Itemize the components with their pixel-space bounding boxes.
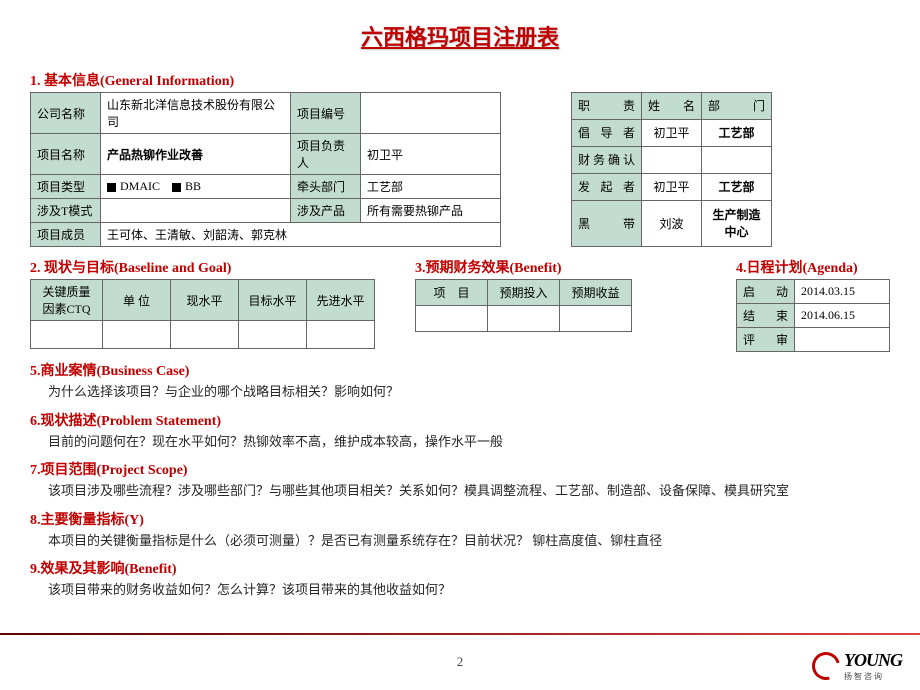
- section-8-heading: 8.主要衡量指标(Y): [30, 509, 890, 529]
- checkbox-icon: [172, 183, 181, 192]
- table-row: 倡 导 者 初卫平 工艺部: [572, 119, 772, 146]
- label-projname: 项目名称: [31, 134, 101, 175]
- info-row: 公司名称 山东新北洋信息技术股份有限公司 项目编号 项目名称 产品热铆作业改善 …: [30, 92, 890, 247]
- table-row: 启 动2014.03.15: [737, 280, 890, 304]
- agenda-table: 启 动2014.03.15 结 束2014.06.15 评 审: [736, 279, 890, 352]
- value-products: 所有需要热铆产品: [361, 199, 501, 223]
- table-row: 关键质量因素CTQ 单 位 现水平 目标水平 先进水平: [31, 280, 375, 321]
- value-leader: 初卫平: [361, 134, 501, 175]
- section-1-heading: 1. 基本信息(General Information): [30, 70, 890, 90]
- table-row: 财务确认: [572, 146, 772, 173]
- label-products: 涉及产品: [291, 199, 361, 223]
- page-number: 2: [457, 654, 464, 670]
- value-leaddept: 工艺部: [361, 175, 501, 199]
- section-3-heading: 3.预期财务效果(Benefit): [415, 257, 632, 277]
- label-leaddept: 牵头部门: [291, 175, 361, 199]
- table-row: 公司名称 山东新北洋信息技术股份有限公司 项目编号: [31, 93, 501, 134]
- general-info-table: 公司名称 山东新北洋信息技术股份有限公司 项目编号 项目名称 产品热铆作业改善 …: [30, 92, 501, 247]
- col-benefit: 3.预期财务效果(Benefit) 项 目 预期投入 预期收益: [415, 249, 632, 352]
- value-projname: 产品热铆作业改善: [101, 134, 291, 175]
- benefit-table: 项 目 预期投入 预期收益: [415, 279, 632, 332]
- label-leader: 项目负责人: [291, 134, 361, 175]
- page-title: 六西格玛项目注册表: [30, 20, 890, 52]
- mid-row: 2. 现状与目标(Baseline and Goal) 关键质量因素CTQ 单 …: [30, 249, 890, 352]
- section-7-body: 该项目涉及哪些流程？涉及哪些部门？与哪些其他项目相关？关系如何？模具调整流程、工…: [48, 481, 890, 501]
- section-8-body: 本项目的关键衡量指标是什么（必须可测量）？是否已有测量系统存在？目前状况？ 铆柱…: [48, 531, 890, 551]
- table-row: 黑 带 刘波 生产制造中心: [572, 200, 772, 246]
- section-2-heading: 2. 现状与目标(Baseline and Goal): [30, 257, 375, 277]
- value-tmode: [101, 199, 291, 223]
- table-row: 项目名称 产品热铆作业改善 项目负责人 初卫平: [31, 134, 501, 175]
- section-7-heading: 7.项目范围(Project Scope): [30, 459, 890, 479]
- roles-h-name: 姓 名: [642, 93, 702, 120]
- section-4-heading: 4.日程计划(Agenda): [736, 257, 890, 277]
- section-9-heading: 9.效果及其影响(Benefit): [30, 558, 890, 578]
- section-6-heading: 6.现状描述(Problem Statement): [30, 410, 890, 430]
- value-members: 王可体、王清敏、刘韶涛、郭克林: [101, 223, 501, 247]
- section-5-heading: 5.商业案情(Business Case): [30, 360, 890, 380]
- section-9-body: 该项目带来的财务收益如何？怎么计算？该项目带来的其他收益如何？: [48, 580, 890, 600]
- logo-text-block: YOUNG 扬智咨询: [844, 650, 902, 682]
- section-5-body: 为什么选择该项目？与企业的哪个战略目标相关？影响如何？: [48, 382, 890, 402]
- table-row: 项目类型 DMAIC BB 牵头部门 工艺部: [31, 175, 501, 199]
- table-row: 项目成员 王可体、王清敏、刘韶涛、郭克林: [31, 223, 501, 247]
- checkbox-icon: [107, 183, 116, 192]
- roles-h-resp: 职 责: [572, 93, 642, 120]
- col-baseline: 2. 现状与目标(Baseline and Goal) 关键质量因素CTQ 单 …: [30, 249, 375, 352]
- label-tmode: 涉及T模式: [31, 199, 101, 223]
- logo-swirl-icon: [807, 647, 845, 685]
- roles-h-dept: 部 门: [702, 93, 772, 120]
- value-company: 山东新北洋信息技术股份有限公司: [101, 93, 291, 134]
- table-row: 职 责 姓 名 部 门: [572, 93, 772, 120]
- table-row: 发 起 者 初卫平 工艺部: [572, 173, 772, 200]
- divider: [0, 633, 920, 635]
- table-row: [416, 306, 632, 332]
- roles-table: 职 责 姓 名 部 门 倡 导 者 初卫平 工艺部 财务确认 发 起 者 初卫平…: [571, 92, 772, 247]
- col-agenda: 4.日程计划(Agenda) 启 动2014.03.15 结 束2014.06.…: [736, 249, 890, 352]
- value-projtype: DMAIC BB: [101, 175, 291, 199]
- label-members: 项目成员: [31, 223, 101, 247]
- table-row: [31, 321, 375, 349]
- logo-text: YOUNG: [844, 650, 902, 670]
- baseline-table: 关键质量因素CTQ 单 位 现水平 目标水平 先进水平: [30, 279, 375, 349]
- table-row: 结 束2014.06.15: [737, 304, 890, 328]
- table-row: 项 目 预期投入 预期收益: [416, 280, 632, 306]
- label-projno: 项目编号: [291, 93, 361, 134]
- label-projtype: 项目类型: [31, 175, 101, 199]
- table-row: 评 审: [737, 328, 890, 352]
- logo: YOUNG 扬智咨询: [812, 650, 902, 682]
- section-6-body: 目前的问题何在？现在水平如何？热铆效率不高，维护成本较高，操作水平一般: [48, 432, 890, 452]
- logo-subtext: 扬智咨询: [844, 671, 902, 682]
- value-projno: [361, 93, 501, 134]
- table-row: 涉及T模式 涉及产品 所有需要热铆产品: [31, 199, 501, 223]
- label-company: 公司名称: [31, 93, 101, 134]
